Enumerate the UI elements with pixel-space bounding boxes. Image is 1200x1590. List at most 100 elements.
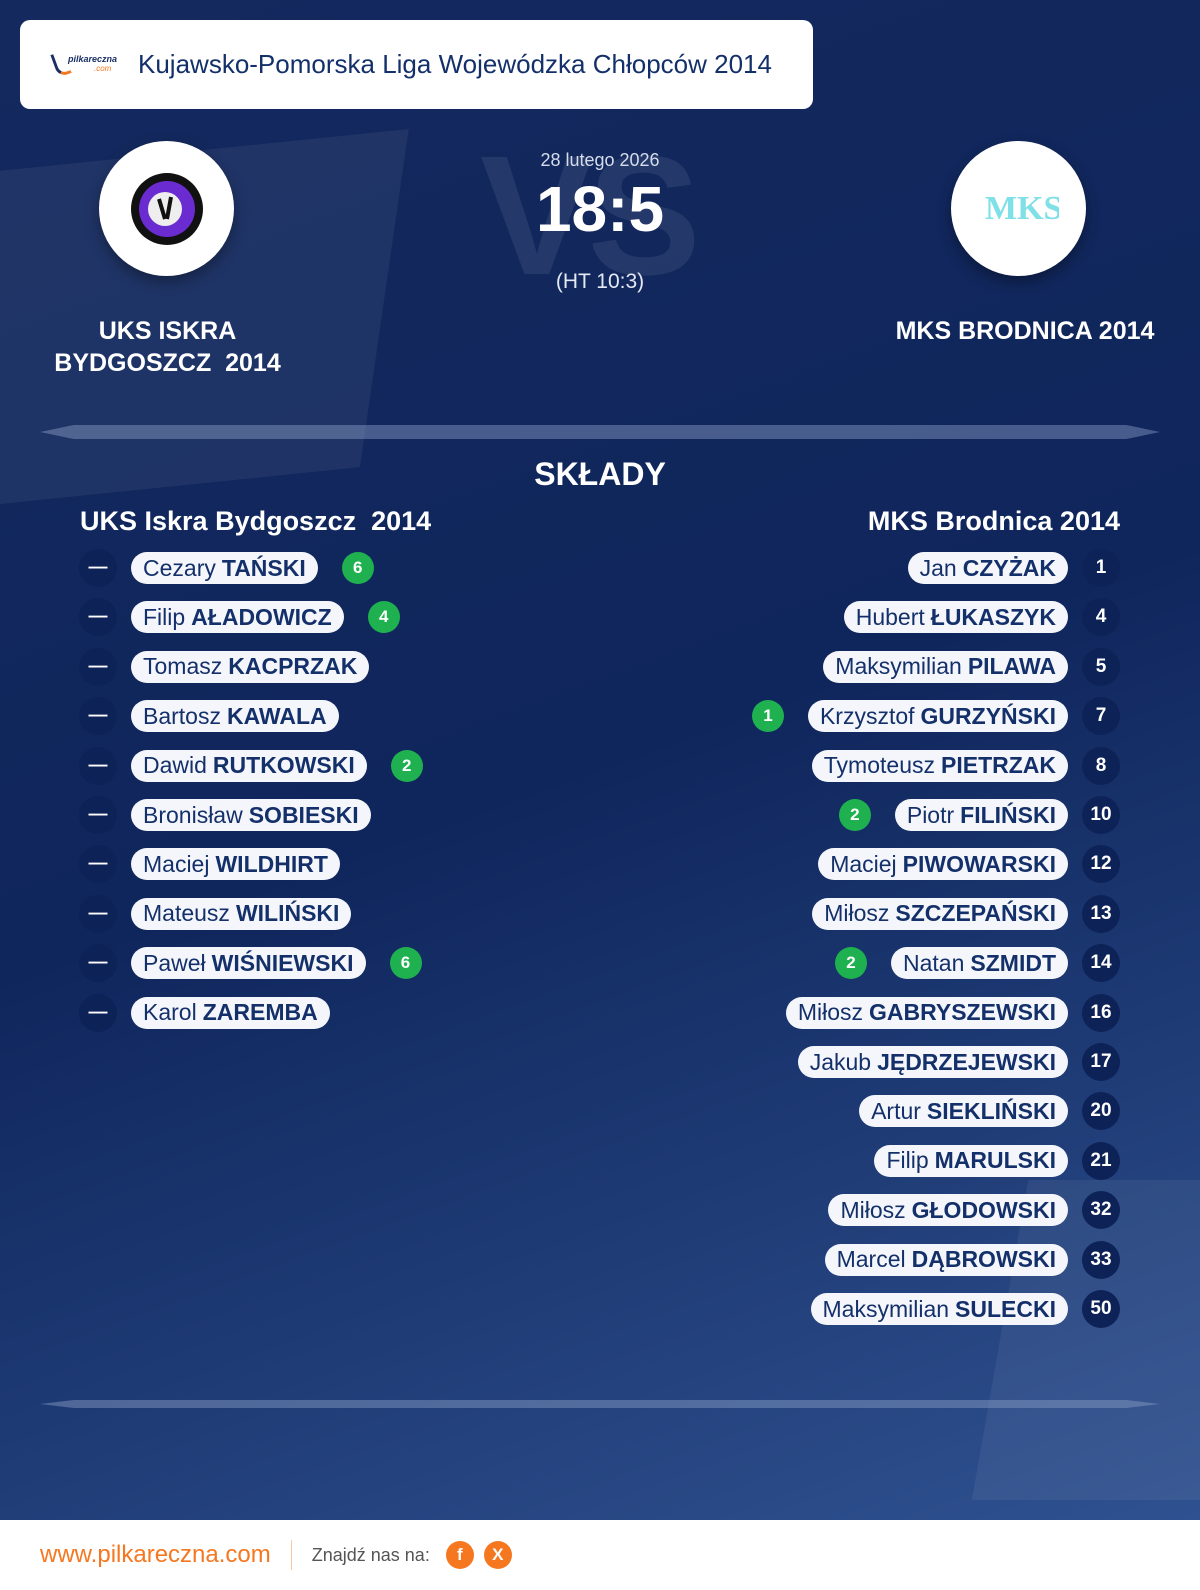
player-first-name: Cezary bbox=[143, 554, 216, 581]
away-team-name: MKS BRODNICA 2014 bbox=[895, 317, 1155, 345]
player-name[interactable]: Tomasz KACPRZAK bbox=[131, 650, 370, 683]
player-number: 16 bbox=[1082, 993, 1120, 1032]
player-first-name: Piotr bbox=[906, 801, 955, 828]
player-row: — Tomasz KACPRZAK bbox=[79, 647, 425, 686]
player-name[interactable]: Miłosz GŁODOWSKI bbox=[828, 1194, 1068, 1227]
player-row: Filip MARULSKI 21 bbox=[818, 1141, 1120, 1180]
player-last-name: SULECKI bbox=[955, 1295, 1056, 1322]
player-last-name: DĄBROWSKI bbox=[911, 1246, 1056, 1273]
player-name[interactable]: Paweł WIŚNIEWSKI bbox=[131, 947, 366, 980]
player-name[interactable]: Filip AŁADOWICZ bbox=[131, 601, 344, 634]
home-team-name: UKS ISKRA BYDGOSZCZ 2014 bbox=[54, 317, 281, 377]
player-name[interactable]: Maksymilian PILAWA bbox=[823, 650, 1068, 683]
player-last-name: KACPRZAK bbox=[228, 653, 358, 680]
league-title: Kujawsko-Pomorska Liga Wojewódzka Chłopc… bbox=[138, 49, 772, 79]
player-first-name: Miłosz bbox=[840, 1196, 906, 1223]
player-last-name: PIETRZAK bbox=[941, 752, 1056, 779]
player-name[interactable]: Bartosz KAWALA bbox=[131, 700, 339, 733]
player-name[interactable]: Marcel DĄBROWSKI bbox=[824, 1243, 1068, 1276]
player-name[interactable]: Jakub JĘDRZEJEWSKI bbox=[797, 1046, 1068, 1078]
footer: www.pilkareczna.com Znajdź nas na: f X bbox=[0, 1520, 1200, 1590]
player-number: 5 bbox=[1082, 647, 1120, 686]
player-name[interactable]: Tymoteusz PIETRZAK bbox=[811, 749, 1068, 782]
player-first-name: Jan bbox=[919, 554, 957, 581]
player-number: 13 bbox=[1082, 894, 1120, 933]
player-number: 1 bbox=[1082, 549, 1120, 587]
iskra-logo-icon bbox=[130, 172, 203, 245]
player-row: Maksymilian SULECKI 50 bbox=[755, 1290, 1120, 1328]
pilkareczna-logo[interactable]: pilkareczna .com bbox=[50, 49, 120, 80]
player-row: Marcel DĄBROWSKI 33 bbox=[769, 1240, 1120, 1279]
player-last-name: SZCZEPAŃSKI bbox=[895, 900, 1056, 927]
divider bbox=[290, 1540, 292, 1570]
player-row: Artur SIEKLIŃSKI 20 bbox=[803, 1092, 1120, 1131]
player-number: 8 bbox=[1082, 746, 1120, 785]
player-name[interactable]: Artur SIEKLIŃSKI bbox=[859, 1095, 1068, 1128]
player-first-name: Artur bbox=[871, 1097, 921, 1124]
player-name[interactable]: Krzysztof GURZYŃSKI bbox=[807, 700, 1068, 733]
player-first-name: Jakub bbox=[809, 1048, 872, 1075]
player-name[interactable]: Jan CZYŻAK bbox=[907, 552, 1068, 584]
player-row: 2 Piotr FILIŃSKI 10 bbox=[838, 796, 1120, 834]
player-number: — bbox=[79, 746, 117, 785]
player-number: — bbox=[79, 796, 117, 834]
player-name[interactable]: Natan SZMIDT bbox=[891, 947, 1068, 980]
match-date: 28 lutego 2026 bbox=[540, 150, 660, 170]
player-name[interactable]: Mateusz WILIŃSKI bbox=[131, 897, 352, 930]
goals-badge: 6 bbox=[389, 947, 422, 980]
player-row: Miłosz GABRYSZEWSKI 16 bbox=[730, 993, 1120, 1032]
player-row: Jakub JĘDRZEJEWSKI 17 bbox=[742, 1043, 1120, 1081]
player-last-name: GŁODOWSKI bbox=[911, 1196, 1056, 1223]
player-last-name: SZMIDT bbox=[970, 949, 1056, 976]
player-first-name: Tomasz bbox=[143, 653, 223, 680]
player-name[interactable]: Miłosz SZCZEPAŃSKI bbox=[812, 897, 1068, 930]
player-name[interactable]: Maksymilian SULECKI bbox=[810, 1293, 1068, 1325]
player-name[interactable]: Dawid RUTKOWSKI bbox=[131, 749, 367, 782]
player-row: — Maciej WILDHIRT bbox=[79, 845, 396, 884]
player-name[interactable]: Bronisław SOBIESKI bbox=[131, 799, 371, 831]
player-name[interactable]: Maciej WILDHIRT bbox=[131, 848, 340, 881]
player-name[interactable]: Hubert ŁUKASZYK bbox=[843, 601, 1068, 634]
player-number: 10 bbox=[1082, 796, 1120, 834]
player-first-name: Filip bbox=[143, 603, 186, 630]
player-number: — bbox=[79, 894, 117, 933]
home-crest bbox=[99, 141, 234, 276]
player-name[interactable]: Miłosz GABRYSZEWSKI bbox=[785, 996, 1068, 1029]
player-name[interactable]: Cezary TAŃSKI bbox=[131, 552, 318, 584]
player-first-name: Tymoteusz bbox=[823, 752, 935, 779]
player-last-name: AŁADOWICZ bbox=[191, 603, 332, 630]
player-name[interactable]: Filip MARULSKI bbox=[874, 1144, 1068, 1177]
player-row: — Cezary TAŃSKI 6 bbox=[79, 549, 374, 587]
goals-badge: 2 bbox=[390, 749, 423, 782]
player-row: Tymoteusz PIETRZAK 8 bbox=[756, 746, 1120, 785]
player-first-name: Miłosz bbox=[824, 900, 890, 927]
player-number: 20 bbox=[1082, 1092, 1120, 1131]
player-last-name: PIWOWARSKI bbox=[902, 850, 1056, 877]
divider bbox=[40, 425, 1160, 439]
player-row: Miłosz GŁODOWSKI 32 bbox=[772, 1191, 1120, 1230]
player-first-name: Bronisław bbox=[143, 801, 243, 828]
player-first-name: Filip bbox=[886, 1147, 929, 1174]
x-icon[interactable]: X bbox=[483, 1541, 512, 1569]
player-row: — Filip AŁADOWICZ 4 bbox=[79, 598, 400, 637]
site-link[interactable]: www.pilkareczna.com bbox=[40, 1541, 271, 1568]
player-row: Hubert ŁUKASZYK 4 bbox=[788, 598, 1120, 637]
player-first-name: Maksymilian bbox=[835, 653, 962, 680]
player-name[interactable]: Piotr FILIŃSKI bbox=[894, 799, 1068, 831]
player-first-name: Maciej bbox=[143, 850, 210, 877]
vs-watermark: VS bbox=[480, 121, 701, 311]
player-number: 4 bbox=[1082, 598, 1120, 637]
player-last-name: CZYŻAK bbox=[962, 554, 1056, 581]
player-last-name: WIŚNIEWSKI bbox=[211, 949, 354, 976]
facebook-icon[interactable]: f bbox=[445, 1541, 474, 1569]
player-last-name: WILDHIRT bbox=[215, 850, 328, 877]
player-name[interactable]: Karol ZAREMBA bbox=[131, 996, 330, 1029]
player-first-name: Krzysztof bbox=[819, 702, 915, 729]
player-number: 14 bbox=[1082, 944, 1120, 983]
player-row: — Karol ZAREMBA bbox=[79, 993, 386, 1032]
player-last-name: PILAWA bbox=[967, 653, 1056, 680]
player-first-name: Miłosz bbox=[797, 999, 863, 1026]
player-name[interactable]: Maciej PIWOWARSKI bbox=[818, 848, 1068, 881]
player-row: — Bronisław SOBIESKI bbox=[79, 796, 427, 834]
goals-badge: 1 bbox=[751, 700, 784, 733]
